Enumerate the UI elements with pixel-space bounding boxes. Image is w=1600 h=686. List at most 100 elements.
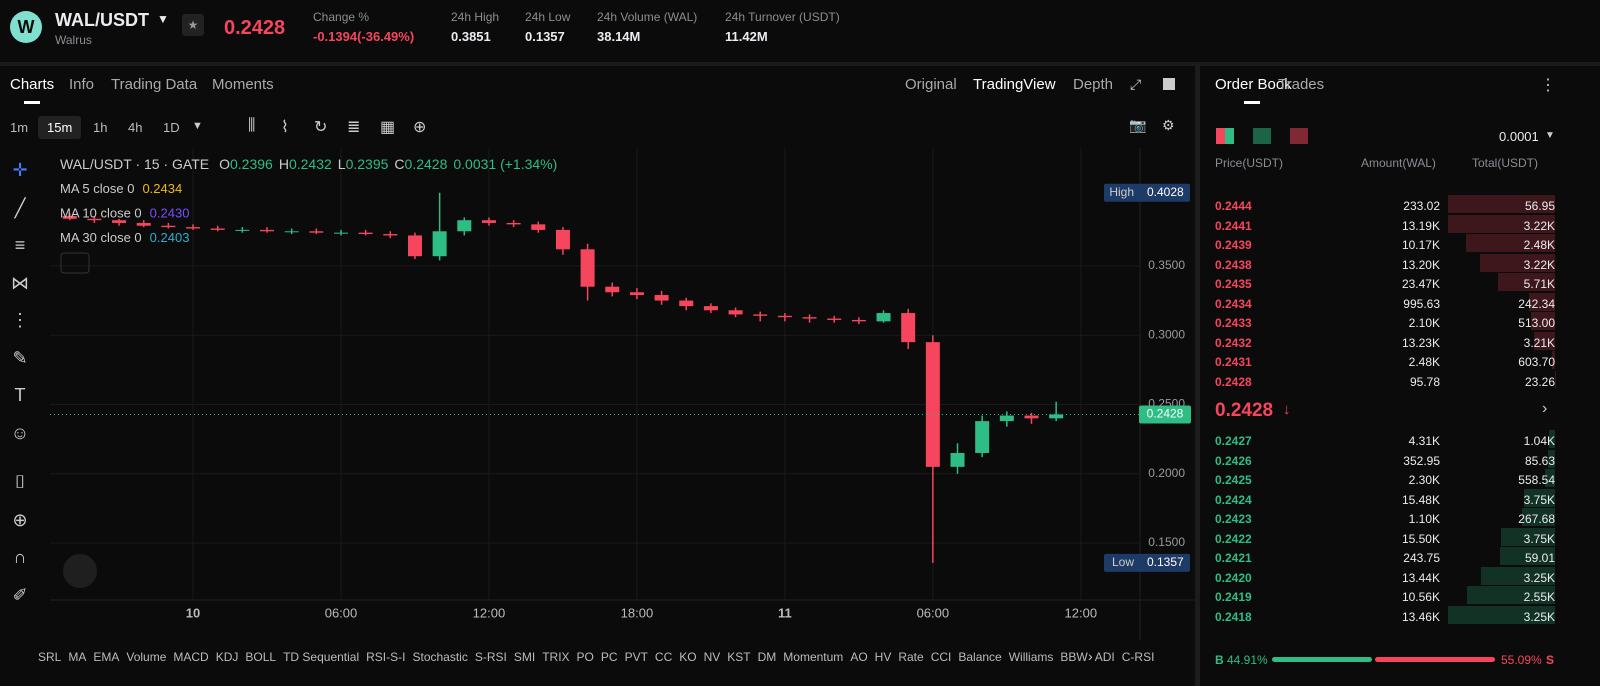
indicator[interactable]: PO [576, 650, 594, 664]
book-row[interactable]: 0.2421 243.75 59.01 [1215, 549, 1555, 568]
drawing-tool[interactable]: ≡ [14, 235, 26, 255]
book-row[interactable]: 0.2435 23.47K 5.71K [1215, 275, 1555, 294]
indicator[interactable]: NV [703, 650, 721, 664]
pair-dropdown[interactable]: ▼ [157, 12, 169, 26]
indicator-next[interactable]: › [1088, 648, 1093, 664]
layout-toggle[interactable] [1163, 78, 1175, 90]
book-row[interactable]: 0.2427 4.31K 1.04K [1215, 432, 1555, 451]
book-view[interactable] [1253, 128, 1271, 144]
indicator[interactable]: AO [850, 650, 868, 664]
view-option[interactable]: TradingView [973, 76, 1056, 93]
view-option[interactable]: Original [905, 76, 957, 93]
book-total: 3.75K [1523, 492, 1555, 507]
interval[interactable]: 1D [163, 120, 180, 135]
book-row[interactable]: 0.2422 15.50K 3.75K [1215, 530, 1555, 549]
drawing-tool[interactable]: ∩ [13, 547, 27, 567]
indicator[interactable]: Stochastic [412, 650, 468, 664]
drawing-tool[interactable]: ☺ [10, 422, 30, 443]
indicator[interactable]: EMA [93, 650, 120, 664]
indicator[interactable]: Momentum [783, 650, 844, 664]
indicator[interactable]: ADI [1094, 650, 1115, 664]
drawing-tool[interactable]: ⋈ [11, 272, 29, 293]
book-row[interactable]: 0.2444 233.02 56.95 [1215, 197, 1555, 216]
indicator[interactable]: MACD [173, 650, 209, 664]
book-row[interactable]: 0.2420 13.44K 3.25K [1215, 569, 1555, 588]
chart-tool[interactable]: ↻ [314, 119, 328, 136]
book-row[interactable]: 0.2434 995.63 242.34 [1215, 295, 1555, 314]
indicator[interactable]: SRL [38, 650, 62, 664]
chart-tool[interactable]: ⫼ [248, 117, 256, 134]
book-row[interactable]: 0.2426 352.95 85.63 [1215, 452, 1555, 471]
book-menu[interactable]: ⋮ [1540, 77, 1556, 94]
book-row[interactable]: 0.2428 95.78 23.26 [1215, 373, 1555, 392]
book-row[interactable]: 0.2432 13.23K 3.21K [1215, 334, 1555, 353]
book-step[interactable]: 0.0001 [1499, 129, 1539, 144]
indicator[interactable]: HV [874, 650, 892, 664]
book-view[interactable] [1290, 128, 1308, 144]
book-tab[interactable]: Trades [1278, 76, 1325, 93]
book-row[interactable]: 0.2431 2.48K 603.70 [1215, 353, 1555, 372]
chart-setting[interactable]: ⚙ [1162, 117, 1175, 133]
interval[interactable]: 1h [93, 120, 108, 135]
indicator[interactable]: PVT [624, 650, 648, 664]
indicator[interactable]: Rate [898, 650, 924, 664]
book-row[interactable]: 0.2423 1.10K 267.68 [1215, 510, 1555, 529]
indicator[interactable]: C-RSI [1121, 650, 1155, 664]
drawing-tool[interactable]: ✐ [12, 584, 28, 605]
book-row[interactable]: 0.2438 13.20K 3.22K [1215, 256, 1555, 275]
book-tab[interactable]: Order Book [1215, 76, 1292, 93]
drawing-tool[interactable]: ✛ [12, 160, 28, 180]
indicator[interactable]: TD Sequential [283, 650, 360, 664]
book-row[interactable]: 0.2425 2.30K 558.54 [1215, 471, 1555, 490]
fullscreen[interactable]: ⤢ [1130, 76, 1142, 92]
indicator[interactable]: S-RSI [474, 650, 507, 664]
indicator[interactable]: KO [679, 650, 697, 664]
tab[interactable]: Trading Data [111, 76, 198, 93]
indicator[interactable]: DM [757, 650, 777, 664]
indicator[interactable]: MA [68, 650, 87, 664]
book-row[interactable]: 0.2439 10.17K 2.48K [1215, 236, 1555, 255]
chart-tool[interactable]: ▦ [380, 119, 396, 136]
indicator[interactable]: Williams [1008, 650, 1054, 664]
drawing-tool[interactable]: ⋮ [11, 310, 29, 330]
book-row[interactable]: 0.2441 13.19K 3.22K [1215, 217, 1555, 236]
view-option[interactable]: Depth [1073, 76, 1114, 93]
chart-tool[interactable]: ⌇ [281, 119, 289, 136]
book-row[interactable]: 0.2419 10.56K 2.55K [1215, 588, 1555, 607]
drawing-tool[interactable]: ╱ [14, 197, 26, 218]
indicator[interactable]: KST [727, 650, 751, 664]
tab[interactable]: Info [69, 76, 95, 93]
drawing-tool[interactable]: T [14, 385, 26, 405]
interval[interactable]: 4h [128, 120, 143, 135]
book-view[interactable] [1216, 128, 1234, 144]
chart-setting[interactable]: 📷 [1129, 117, 1147, 133]
interval-dropdown[interactable]: ▼ [192, 120, 203, 132]
mid-more[interactable]: › [1542, 400, 1548, 417]
indicator[interactable]: CCI [930, 650, 952, 664]
book-row[interactable]: 0.2433 2.10K 513.00 [1215, 314, 1555, 333]
book-row[interactable]: 0.2418 13.46K 3.25K [1215, 608, 1555, 627]
indicator[interactable]: CC [654, 650, 673, 664]
indicator[interactable]: BBW [1060, 650, 1088, 664]
chart-tool[interactable]: ⊕ [413, 119, 427, 136]
book-row[interactable]: 0.2424 15.48K 3.75K [1215, 491, 1555, 510]
indicator[interactable]: Balance [958, 650, 1002, 664]
indicator[interactable]: BOLL [245, 650, 277, 664]
indicator[interactable]: SMI [513, 650, 536, 664]
indicator[interactable]: KDJ [215, 650, 239, 664]
tab[interactable]: Moments [212, 76, 274, 93]
indicator[interactable]: PC [600, 650, 618, 664]
step-dropdown[interactable]: ▼ [1545, 130, 1555, 141]
interval[interactable]: 1m [10, 120, 29, 135]
drawing-tool[interactable]: ⌷ [14, 472, 26, 492]
drawing-tool[interactable]: ⊕ [12, 509, 28, 530]
tab[interactable]: Charts [10, 76, 55, 93]
chart-tool[interactable]: ≣ [347, 119, 361, 136]
drawing-tool[interactable]: ✎ [12, 347, 28, 368]
indicator[interactable]: TRIX [542, 650, 570, 664]
indicator[interactable]: Volume [126, 650, 167, 664]
interval[interactable]: 15m [38, 116, 82, 139]
indicator[interactable]: RSI-S-I [366, 650, 406, 664]
pair[interactable]: WAL/USDT [55, 10, 149, 30]
favorite[interactable]: ★ [182, 14, 204, 36]
